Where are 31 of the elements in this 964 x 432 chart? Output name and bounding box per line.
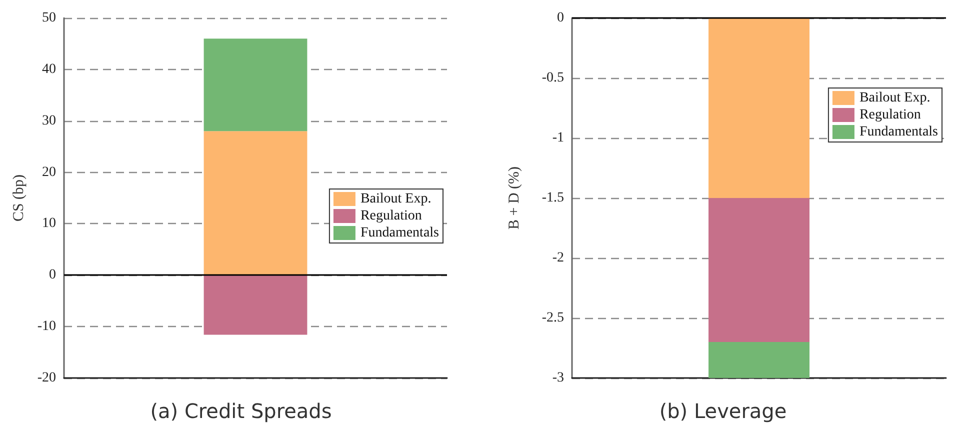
y-tick-label: 20 (42, 164, 56, 180)
bar (204, 275, 308, 335)
y-tick-label: -3 (552, 370, 564, 386)
y-tick-label: 0 (49, 268, 56, 283)
y-tick-label: 10 (42, 216, 56, 232)
legend-label: Bailout Exp. (859, 90, 930, 106)
y-tick-label: -10 (37, 319, 56, 334)
y-tick-label: -2.5 (542, 310, 564, 326)
bar (204, 131, 308, 276)
y-axis-title: CS (bp) (10, 174, 27, 222)
y-tick-label: 50 (42, 10, 56, 26)
text: (a) Credit Spreads (150, 399, 332, 423)
bar (708, 18, 810, 198)
legend-label: Bailout Exp. (360, 192, 432, 206)
y-tick-label: -1.5 (542, 190, 564, 206)
y-tick-label: -2 (552, 250, 564, 266)
y-tick-label: 40 (42, 62, 56, 77)
y-tick-label: -0.5 (542, 70, 564, 86)
bar (708, 342, 810, 378)
y-tick-label: -1 (552, 130, 564, 146)
legend-label: Fundamentals (859, 124, 938, 140)
y-tick-label: 0 (557, 10, 564, 26)
y-axis-title: B + D (%) (506, 166, 522, 230)
text: (b) Leverage (659, 399, 787, 423)
legend-label: Regulation (859, 108, 921, 122)
y-tick-label: 30 (42, 113, 56, 128)
legend-label: Fundamentals (360, 226, 439, 240)
bar (708, 198, 810, 342)
legend-label: Regulation (360, 208, 422, 224)
bar (204, 38, 308, 132)
y-tick-label: -20 (37, 370, 56, 386)
